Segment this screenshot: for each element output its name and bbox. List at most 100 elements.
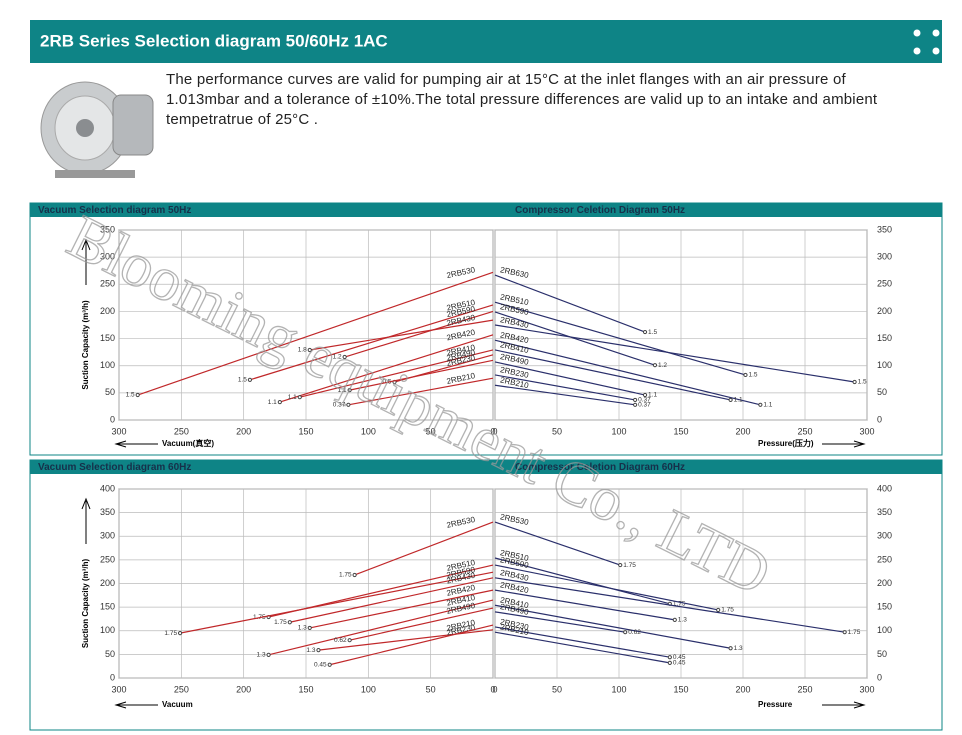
power-label: 1.3 xyxy=(306,647,315,654)
power-label: 1.75 xyxy=(623,562,636,569)
x-axis-label: Vacuum xyxy=(162,700,193,709)
curve xyxy=(494,604,731,649)
y-tick-label: 150 xyxy=(100,602,115,612)
y-tick-label: 0 xyxy=(110,414,115,424)
x-axis-label: Pressure(压力) xyxy=(758,438,814,448)
y-tick-label: 200 xyxy=(877,578,892,588)
end-point xyxy=(307,347,312,353)
end-point xyxy=(842,630,847,635)
curve xyxy=(309,319,494,351)
end-point xyxy=(135,392,140,398)
power-label: 1.1 xyxy=(734,397,743,404)
y-tick-label: 350 xyxy=(877,224,892,234)
y-tick-label: 0 xyxy=(877,414,882,424)
curve xyxy=(494,384,636,406)
y-tick-label: 100 xyxy=(877,360,892,370)
x-tick-label: 50 xyxy=(552,426,562,436)
y-tick-label: 350 xyxy=(877,507,892,517)
section-frame xyxy=(29,459,943,731)
curve xyxy=(349,359,494,391)
power-label: 1.8 xyxy=(298,347,307,354)
power-label: 1.75 xyxy=(274,619,287,626)
curve xyxy=(494,311,656,366)
end-point xyxy=(728,397,733,403)
y-tick-label: 250 xyxy=(100,279,115,289)
power-label: 1.75 xyxy=(339,572,352,579)
y-tick-label: 50 xyxy=(877,387,887,397)
curve xyxy=(494,361,646,396)
y-arrow xyxy=(81,497,91,544)
y-tick-label: 200 xyxy=(877,306,892,316)
curve xyxy=(494,301,746,376)
curve xyxy=(494,564,719,611)
y-tick-label: 150 xyxy=(100,333,115,343)
power-label: 0.45 xyxy=(314,661,327,668)
end-point xyxy=(642,392,648,398)
y-tick-label: 100 xyxy=(100,360,115,370)
y-tick-label: 250 xyxy=(100,554,115,564)
y-tick-label: 400 xyxy=(877,483,892,493)
x-tick-label: 100 xyxy=(361,684,376,694)
end-point xyxy=(177,631,183,636)
power-label: 1.5 xyxy=(648,329,657,336)
y-tick-label: 0 xyxy=(877,672,882,682)
curve xyxy=(348,377,494,406)
x-tick-label: 200 xyxy=(236,426,251,436)
power-label: 0.62 xyxy=(334,637,347,644)
curve xyxy=(137,271,494,396)
end-point xyxy=(247,377,252,382)
x-arrow xyxy=(114,440,158,448)
header-title: 2RB Series Selection diagram 50/60Hz 1AC xyxy=(40,31,388,50)
end-point xyxy=(327,662,332,667)
power-label: 1.2 xyxy=(333,354,342,361)
x-tick-label: 50 xyxy=(552,684,562,694)
x-tick-label: 250 xyxy=(797,426,812,436)
curve xyxy=(309,589,494,629)
y-tick-label: 200 xyxy=(100,306,115,316)
curve xyxy=(344,310,494,358)
end-point xyxy=(633,402,638,407)
end-point xyxy=(277,399,282,405)
y-axis-label: Suction Capacity (m³/h) xyxy=(81,558,90,648)
x-tick-label: 50 xyxy=(426,426,436,436)
x-tick-label: 0 xyxy=(490,426,495,436)
x-tick-label: 100 xyxy=(611,684,626,694)
y-tick-label: 350 xyxy=(100,224,115,234)
section-bar xyxy=(30,460,942,474)
section-frame xyxy=(29,202,943,456)
power-label: 1.3 xyxy=(734,645,743,652)
power-label: 0.45 xyxy=(673,660,686,667)
power-label: 1.1 xyxy=(288,394,297,401)
power-label: 1.5 xyxy=(858,379,867,386)
power-label: 1.1 xyxy=(338,387,347,394)
end-point xyxy=(852,379,857,385)
curve xyxy=(494,611,626,633)
curve xyxy=(318,629,494,651)
description: The performance curves are valid for pum… xyxy=(166,71,878,128)
section-bar xyxy=(30,203,942,217)
end-point xyxy=(287,620,292,625)
curve xyxy=(494,557,670,605)
curve xyxy=(279,334,494,403)
x-tick-label: 300 xyxy=(111,684,126,694)
power-label: 0.37 xyxy=(333,402,346,409)
x-arrow xyxy=(822,440,866,448)
chart-title: Compressor Celetion Diagram 50Hz xyxy=(515,205,685,216)
x-tick-label: 0 xyxy=(492,426,497,436)
y-tick-label: 300 xyxy=(877,531,892,541)
chart-title: Vacuum Selection diagram 50Hz xyxy=(38,205,191,216)
x-axis-label: Vacuum(真空) xyxy=(162,438,214,448)
x-tick-label: 200 xyxy=(735,684,750,694)
y-tick-label: 250 xyxy=(877,279,892,289)
power-label: 1.75 xyxy=(164,630,177,637)
x-tick-label: 250 xyxy=(174,426,189,436)
y-tick-label: 300 xyxy=(877,252,892,262)
x-tick-label: 250 xyxy=(174,684,189,694)
curve xyxy=(494,324,855,383)
curve xyxy=(494,577,845,633)
y-tick-label: 50 xyxy=(105,649,115,659)
curve xyxy=(354,521,494,576)
end-point xyxy=(307,625,312,631)
